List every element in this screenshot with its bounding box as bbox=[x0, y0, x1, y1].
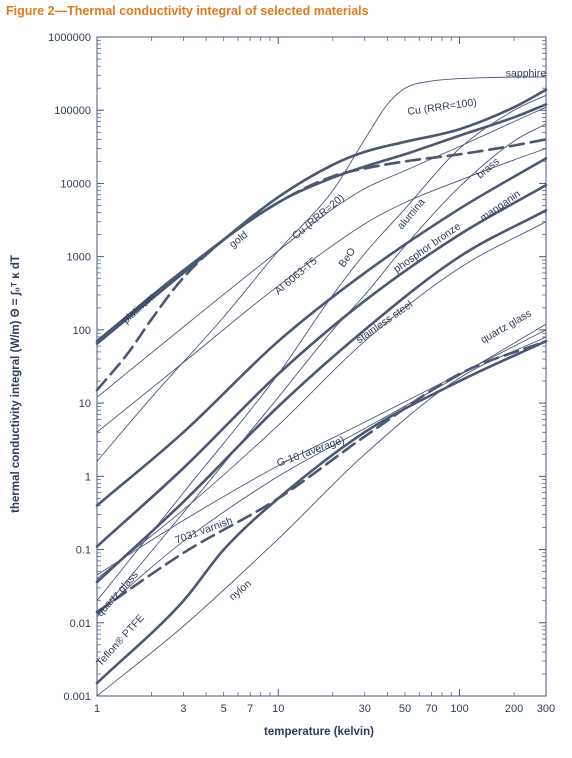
x-tick-label: 30 bbox=[359, 703, 371, 715]
y-tick-label: 1000000 bbox=[48, 32, 91, 44]
series-cu-rrr-20 bbox=[96, 106, 547, 398]
plot-border bbox=[96, 36, 547, 697]
curve-label-sapphire: sapphire bbox=[506, 67, 546, 79]
y-tick-label: 10000 bbox=[60, 178, 91, 190]
figure-title: Figure 2—Thermal conductivity integral o… bbox=[6, 4, 369, 18]
series-teflon-ptfe bbox=[95, 339, 548, 685]
x-tick-label: 10 bbox=[272, 703, 284, 715]
x-tick-label: 7 bbox=[247, 703, 253, 715]
y-tick-label: 0.01 bbox=[70, 618, 91, 630]
y-tick-label: 100000 bbox=[54, 105, 91, 117]
y-tick-label: 0.1 bbox=[76, 545, 91, 557]
curve-label-nylon: nylon bbox=[227, 578, 254, 603]
series-phosphor-bronze bbox=[95, 183, 548, 548]
y-tick-label: 1 bbox=[85, 471, 91, 483]
series-sapphire bbox=[96, 76, 547, 462]
y-tick-label: 100 bbox=[73, 325, 91, 337]
x-axis-title: temperature (kelvin) bbox=[264, 726, 374, 738]
y-tick-label: 1000 bbox=[67, 252, 91, 264]
x-tick-label: 5 bbox=[221, 703, 227, 715]
data-curves bbox=[95, 76, 548, 697]
x-tick-label: 70 bbox=[425, 703, 437, 715]
series-al-6063-t5 bbox=[96, 148, 547, 433]
series-nylon bbox=[96, 336, 547, 697]
curve-label-cu-rrr-100: Cu (RRR=100) bbox=[407, 96, 478, 118]
series-g-10-average bbox=[96, 329, 547, 576]
x-tick-label: 1 bbox=[94, 703, 100, 715]
curve-label-platinum: platinum bbox=[120, 291, 158, 327]
curve-label-stainless-steel: stainless steel bbox=[354, 298, 415, 346]
curve-label-quartz-glass: quartz glass bbox=[94, 569, 141, 619]
series-cu-rrr-100 bbox=[95, 88, 548, 345]
x-tick-label: 50 bbox=[399, 703, 411, 715]
x-tick-label: 100 bbox=[450, 703, 468, 715]
series-platinum bbox=[95, 138, 548, 392]
y-tick-label: 10 bbox=[79, 398, 91, 410]
chart-frame bbox=[96, 36, 547, 697]
x-tick-label: 300 bbox=[537, 703, 555, 715]
y-tick-label: 0.001 bbox=[63, 691, 91, 703]
series-stainless-steel bbox=[96, 221, 547, 580]
y-axis-title: thermal conductivity integral (W/m) Θ = … bbox=[10, 255, 22, 513]
curve-label-gold: gold bbox=[227, 229, 250, 251]
series-manganin bbox=[95, 209, 548, 584]
curve-label-cu-rrr-20: Cu (RRR=20) bbox=[290, 192, 347, 242]
curve-label-al-6063-t5: Al 6063-T5 bbox=[272, 255, 319, 297]
axis-ticks: 0.001 0.01 0.1 1 10 100 1000 10000 100000 1000000… bbox=[48, 32, 555, 715]
series-brass bbox=[95, 157, 548, 507]
x-tick-label: 200 bbox=[505, 703, 523, 715]
curve-label-brass: brass bbox=[474, 156, 501, 182]
series-alumina bbox=[96, 94, 547, 602]
x-tick-label: 3 bbox=[180, 703, 186, 715]
series-7031-varnish bbox=[95, 339, 548, 614]
